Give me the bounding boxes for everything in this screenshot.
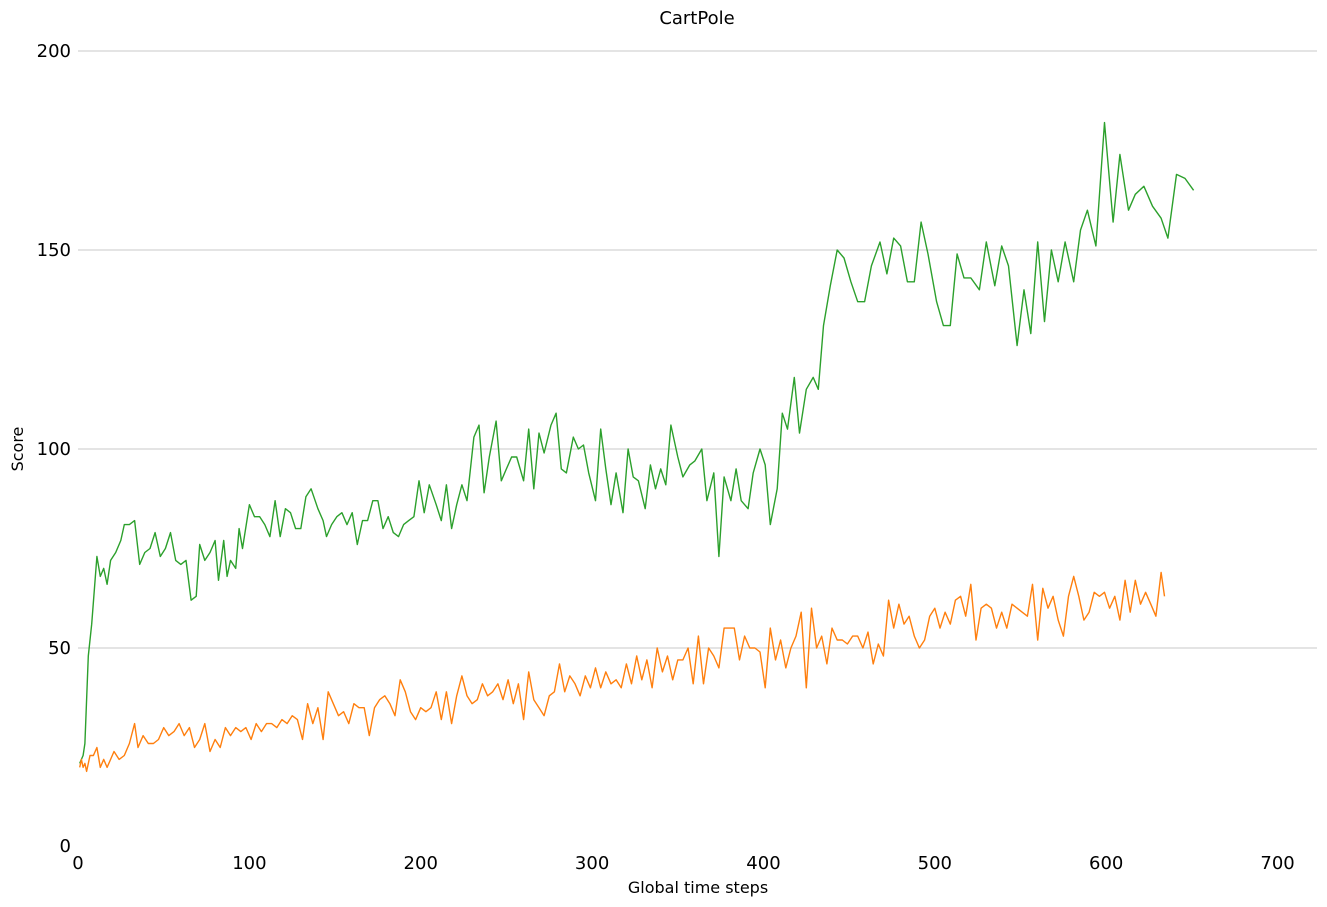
x-tick-label: 200: [404, 853, 438, 874]
y-tick-label: 50: [48, 638, 71, 659]
x-tick-label: 100: [232, 853, 266, 874]
x-tick-label: 700: [1260, 853, 1294, 874]
series-line-2: [79, 571, 1166, 773]
x-tick-label: 300: [575, 853, 609, 874]
y-tick-labels: 0 50 100 150 200: [37, 41, 71, 857]
x-tick-label: 600: [1089, 853, 1123, 874]
chart-title: CartPole: [659, 8, 734, 29]
grid-lines: [78, 50, 1317, 649]
x-tick-label: 0: [72, 853, 83, 874]
x-tick-label: 400: [746, 853, 780, 874]
y-tick-label: 0: [60, 836, 71, 857]
y-tick-label: 150: [37, 240, 71, 261]
series-line-1: [79, 121, 1195, 764]
y-axis-label: Score: [8, 427, 27, 472]
series-lines: [79, 121, 1195, 773]
x-tick-labels: 0 100 200 300 400 500 600 700: [72, 853, 1294, 874]
x-tick-label: 500: [918, 853, 952, 874]
y-tick-label: 200: [37, 41, 71, 62]
x-axis-label: Global time steps: [628, 878, 768, 897]
y-tick-label: 100: [37, 439, 71, 460]
